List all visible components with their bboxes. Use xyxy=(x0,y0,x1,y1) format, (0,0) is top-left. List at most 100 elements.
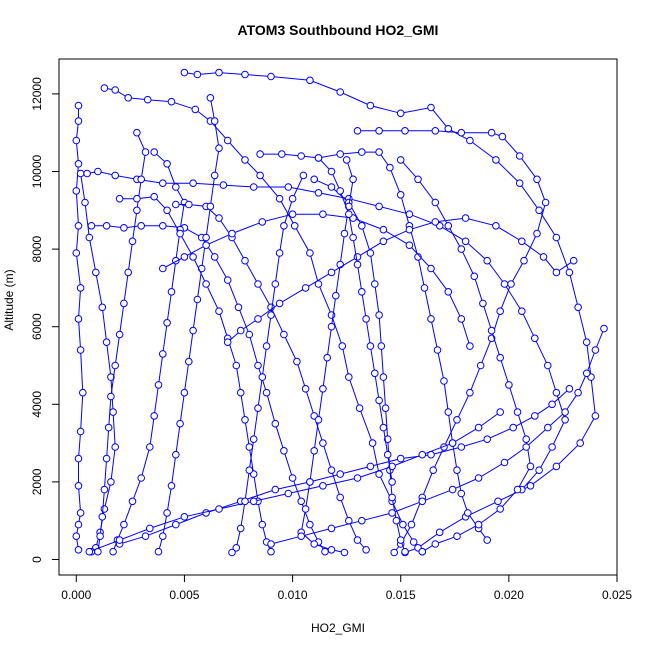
data-point xyxy=(500,458,509,467)
data-point xyxy=(531,334,539,343)
data-point xyxy=(111,443,119,451)
data-point xyxy=(115,194,124,203)
data-point xyxy=(241,497,249,506)
data-point xyxy=(405,241,414,249)
data-point xyxy=(390,548,399,557)
data-point xyxy=(500,280,509,288)
series-line xyxy=(357,130,547,553)
data-point xyxy=(401,547,409,556)
data-point xyxy=(418,497,427,506)
data-point xyxy=(358,148,366,156)
data-point xyxy=(414,253,422,261)
data-point xyxy=(396,109,405,118)
data-point xyxy=(232,544,241,552)
data-point xyxy=(176,229,184,238)
series-profile-10 xyxy=(172,200,370,554)
data-point xyxy=(336,493,345,502)
data-point xyxy=(189,179,197,187)
data-point xyxy=(104,423,113,432)
series-line xyxy=(318,157,393,482)
data-point xyxy=(215,505,223,513)
data-point xyxy=(388,478,396,486)
data-point xyxy=(191,105,200,114)
data-point xyxy=(340,548,349,557)
data-point xyxy=(544,361,552,370)
data-point xyxy=(76,169,85,178)
data-point xyxy=(379,237,388,246)
data-point xyxy=(258,373,267,381)
data-point xyxy=(256,150,264,158)
chart-title: ATOM3 Southbound HO2_GMI xyxy=(238,22,439,38)
data-point xyxy=(321,547,329,556)
series-profile-14 xyxy=(396,156,535,556)
data-point xyxy=(223,136,232,145)
data-point xyxy=(306,76,314,85)
data-point xyxy=(338,342,347,350)
data-point xyxy=(340,229,349,238)
data-point xyxy=(444,288,453,296)
data-point xyxy=(396,156,405,164)
data-point xyxy=(189,253,197,261)
data-point xyxy=(526,462,535,471)
data-point xyxy=(399,520,407,529)
data-point xyxy=(591,346,600,354)
data-point xyxy=(476,361,485,370)
data-point xyxy=(180,388,189,397)
data-point xyxy=(383,450,392,459)
data-point xyxy=(366,462,375,471)
data-point xyxy=(262,342,271,350)
data-point xyxy=(159,222,167,230)
data-point xyxy=(479,299,487,308)
data-point xyxy=(74,454,83,463)
data-point xyxy=(533,229,541,238)
data-point xyxy=(496,353,505,362)
x-tick-label: 0.010 xyxy=(278,588,308,602)
data-point xyxy=(520,256,528,265)
data-point xyxy=(293,357,301,366)
data-point xyxy=(249,435,258,444)
data-point xyxy=(569,256,578,265)
data-point xyxy=(487,326,496,335)
data-point xyxy=(85,547,94,556)
data-point xyxy=(388,509,396,517)
data-point xyxy=(332,291,340,300)
data-point xyxy=(146,524,154,533)
data-point xyxy=(518,237,526,246)
data-point xyxy=(150,192,158,201)
data-point xyxy=(206,202,215,211)
data-point xyxy=(143,95,152,104)
data-point xyxy=(353,127,362,135)
data-point xyxy=(102,338,111,347)
data-point xyxy=(109,547,117,556)
data-point xyxy=(87,222,96,230)
data-point xyxy=(133,128,141,137)
data-point xyxy=(254,361,262,370)
data-point xyxy=(314,154,323,162)
data-point xyxy=(81,198,89,207)
data-point xyxy=(498,132,507,141)
series-profile-22 xyxy=(228,171,308,557)
data-point xyxy=(271,419,280,428)
data-point xyxy=(509,423,518,432)
data-point xyxy=(379,423,388,432)
data-point xyxy=(310,540,319,548)
data-point xyxy=(310,175,319,184)
data-point xyxy=(297,497,306,506)
data-point xyxy=(375,396,383,405)
data-point xyxy=(375,127,383,135)
data-point xyxy=(401,127,409,135)
data-point xyxy=(440,377,448,385)
data-point xyxy=(210,253,219,261)
data-point xyxy=(383,435,392,444)
series-profile-20 xyxy=(223,214,578,347)
data-point xyxy=(133,194,141,203)
data-point xyxy=(284,183,293,191)
data-point xyxy=(427,315,435,323)
data-point xyxy=(396,454,405,463)
data-point xyxy=(457,315,466,323)
data-point xyxy=(433,346,442,354)
data-point xyxy=(409,538,418,546)
data-point xyxy=(461,214,470,222)
data-point xyxy=(453,466,461,475)
data-point xyxy=(362,546,370,554)
